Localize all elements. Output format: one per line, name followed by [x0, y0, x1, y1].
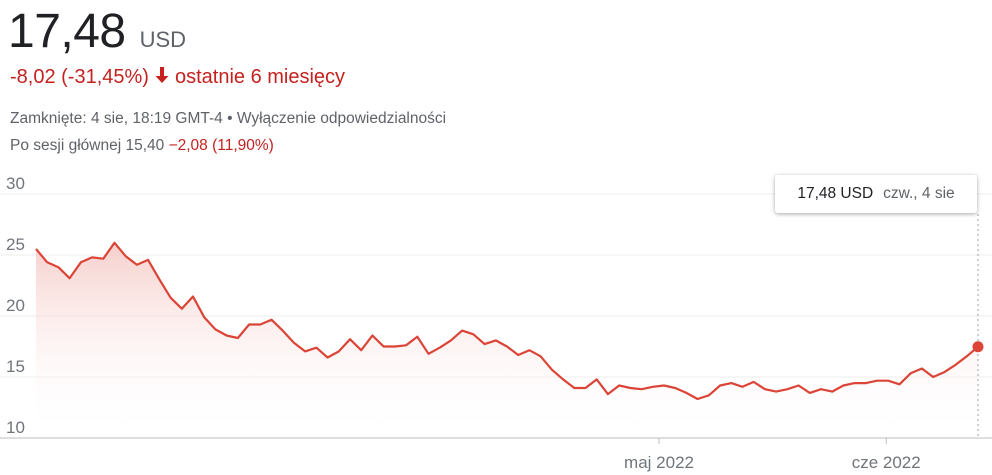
price-header: 17,48 USD: [8, 2, 186, 62]
y-tick-label: 15: [6, 357, 25, 376]
market-status: Zamknięte: 4 sie, 18:19 GMT-4 • Wyłączen…: [10, 110, 446, 128]
y-tick-label: 30: [6, 174, 25, 193]
price-line: [35, 241, 979, 401]
x-tick-label: cze 2022: [852, 453, 921, 472]
disclaimer-link[interactable]: Wyłączenie odpowiedzialności: [236, 110, 447, 127]
after-hours-price: Po sesji głównej 15,40: [10, 137, 165, 154]
arrow-down-icon: [155, 66, 169, 89]
after-hours: Po sesji głównej 15,40 −2,08 (11,90%): [10, 137, 274, 155]
chart-tooltip: 17,48 USD czw., 4 sie: [775, 175, 977, 213]
currency-code: USD: [139, 27, 187, 52]
y-tick-label: 20: [6, 296, 25, 315]
change-value: -8,02 (-31,45%): [10, 66, 149, 88]
x-tick-label: maj 2022: [624, 453, 694, 472]
current-price: 17,48: [8, 5, 126, 58]
y-tick-label: 25: [6, 235, 25, 254]
separator: •: [222, 110, 237, 127]
tooltip-price: 17,48 USD: [797, 185, 874, 202]
closed-time: Zamknięte: 4 sie, 18:19 GMT-4: [10, 110, 223, 127]
change-period: ostatnie 6 miesięcy: [174, 66, 346, 88]
y-tick-label: 10: [6, 418, 25, 437]
price-area: [36, 242, 978, 438]
last-point-dot: [972, 341, 984, 353]
after-hours-change: −2,08 (11,90%): [168, 137, 274, 154]
price-change: -8,02 (-31,45%) ostatnie 6 miesięcy: [10, 66, 345, 89]
tooltip-date: czw., 4 sie: [883, 185, 955, 202]
